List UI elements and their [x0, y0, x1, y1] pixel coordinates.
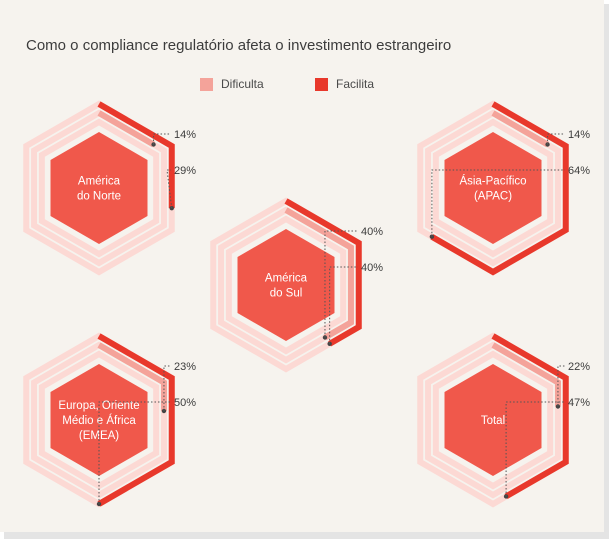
legend-label-facilita: Facilita	[336, 77, 375, 91]
card-shadow-right	[604, 4, 609, 539]
hexagon-group-america-do-norte: América do Norte 14% 29%	[23, 100, 196, 276]
bar-facilita-total	[491, 333, 569, 500]
legend-swatch-dificulta	[200, 77, 213, 91]
core-hexagon-asia-pacifico-apac	[444, 132, 542, 244]
hexagon-group-asia-pacifico-apac: Ásia-Pacífico (APAC) 14% 64%	[417, 100, 590, 276]
data-label-dificulta-america-do-norte: 14%	[174, 129, 196, 141]
data-label-facilita-europa-oriente-medio-e-africa-emea: 50%	[174, 397, 196, 409]
data-label-dificulta-europa-oriente-medio-e-africa-emea: 23%	[174, 361, 196, 373]
hexagon-group-total: Total 22% 47%	[417, 332, 590, 508]
data-label-dificulta-total: 22%	[568, 361, 590, 373]
track-ring-2-asia-pacifico-apac	[425, 109, 561, 267]
legend-item-dificulta: Dificulta	[200, 77, 264, 91]
annotation-leader-dificulta-america-do-sul	[324, 230, 358, 338]
region-label-america-do-sul: América do Sul	[265, 273, 308, 300]
chart-title: Como o compliance regulatório afeta o in…	[26, 37, 452, 54]
track-ring-3-america-do-norte	[38, 118, 160, 258]
card-shadow-bottom	[4, 532, 609, 539]
annotation-leader-facilita-europa-oriente-medio-e-africa-emea	[98, 401, 171, 504]
legend-swatch-facilita	[315, 77, 328, 91]
track-ring-3-total	[432, 350, 554, 490]
region-label-line-1-asia-pacifico-apac: Ásia-Pacífico	[459, 175, 526, 188]
region-label-line-2-america-do-sul: do Sul	[270, 288, 303, 300]
core-hexagon-america-do-sul	[237, 229, 335, 341]
data-label-facilita-america-do-sul: 40%	[361, 262, 383, 274]
region-label-line-2-asia-pacifico-apac: (APAC)	[474, 191, 512, 203]
region-label-total: Total	[481, 415, 505, 427]
core-hexagon-america-do-norte	[50, 132, 148, 244]
bar-dificulta-america-do-sul	[284, 207, 354, 341]
track-ring-2-america-do-norte	[31, 109, 167, 267]
hexagon-group-europa-oriente-medio-e-africa-emea: Europa, Oriente Médio e África (EMEA)23%50…	[23, 332, 196, 508]
data-label-dificulta-asia-pacifico-apac: 14%	[568, 129, 590, 141]
region-label-line-1-total: Total	[481, 415, 505, 427]
data-label-dificulta-america-do-sul: 40%	[361, 226, 383, 238]
track-ring-3-asia-pacifico-apac	[432, 118, 554, 258]
bar-facilita-europa-oriente-medio-e-africa-emea	[97, 333, 175, 507]
track-ring-3-america-do-sul	[225, 215, 347, 355]
region-label-asia-pacifico-apac: Ásia-Pacífico (APAC)	[459, 175, 526, 203]
core-hexagon-total	[444, 364, 542, 476]
hexagon-group-america-do-sul: América do Sul 40% 40%	[210, 197, 383, 373]
data-label-facilita-asia-pacifico-apac: 64%	[568, 165, 590, 177]
bar-facilita-asia-pacifico-apac	[430, 101, 569, 276]
bar-facilita-america-do-norte	[97, 101, 175, 209]
annotation-leader-dificulta-america-do-norte	[153, 133, 171, 145]
bar-dificulta-asia-pacifico-apac	[491, 110, 550, 148]
annotation-leader-facilita-america-do-sul	[329, 266, 358, 344]
data-label-facilita-total: 47%	[568, 397, 590, 409]
data-label-facilita-america-do-norte: 29%	[174, 165, 196, 177]
legend-label-dificulta: Dificulta	[221, 77, 264, 91]
region-label-line-2-america-do-norte: do Norte	[77, 191, 121, 203]
annotation-leader-facilita-asia-pacifico-apac	[431, 169, 565, 237]
region-label-line-2-europa-oriente-medio-e-africa-emea: Médio e África	[62, 414, 136, 427]
region-label-america-do-norte: América do Norte	[77, 176, 121, 203]
region-label-line-1-america-do-norte: América	[78, 176, 121, 188]
hexagon-chart: América do Norte 14% 29% Ásia-Pacífico (APAC)…	[23, 100, 590, 508]
legend-item-facilita: Facilita	[315, 77, 374, 91]
bar-dificulta-america-do-norte	[97, 110, 156, 148]
bar-facilita-america-do-sul	[284, 198, 362, 347]
annotation-leader-dificulta-europa-oriente-medio-e-africa-emea	[163, 365, 171, 411]
annotation-leader-facilita-total	[505, 401, 565, 497]
region-label-line-1-america-do-sul: América	[265, 273, 308, 285]
annotation-leader-dificulta-asia-pacifico-apac	[547, 133, 565, 145]
